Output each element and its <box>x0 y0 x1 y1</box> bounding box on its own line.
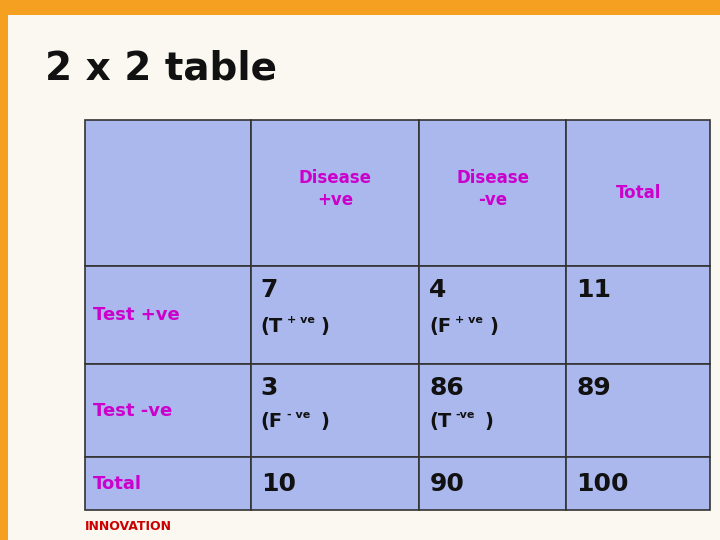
Text: 2 x 2 table: 2 x 2 table <box>45 50 277 88</box>
Bar <box>0 0 720 15</box>
Bar <box>0 0 8 540</box>
Text: 10: 10 <box>261 471 296 496</box>
Text: ): ) <box>490 317 498 336</box>
Bar <box>566 120 710 266</box>
Bar <box>251 457 419 510</box>
Text: (T: (T <box>261 317 283 336</box>
Text: Test -ve: Test -ve <box>93 402 172 420</box>
Text: Test +ve: Test +ve <box>93 306 180 324</box>
Text: 86: 86 <box>429 376 464 400</box>
Text: Total: Total <box>616 184 661 202</box>
Bar <box>566 266 710 364</box>
Text: ): ) <box>320 412 330 431</box>
Bar <box>566 364 710 457</box>
Text: ): ) <box>485 412 493 431</box>
Bar <box>419 266 566 364</box>
Text: + ve: + ve <box>455 315 483 325</box>
Text: 4: 4 <box>429 278 446 302</box>
Text: 90: 90 <box>429 471 464 496</box>
Text: 7: 7 <box>261 278 278 302</box>
Bar <box>85 364 251 457</box>
Bar <box>419 120 566 266</box>
Text: (F: (F <box>429 317 451 336</box>
Bar <box>419 457 566 510</box>
Bar <box>85 120 251 266</box>
Text: + ve: + ve <box>287 315 315 325</box>
Text: -ve: -ve <box>455 410 474 420</box>
Bar <box>251 266 419 364</box>
Text: Disease
+ve: Disease +ve <box>299 169 372 209</box>
Text: 100: 100 <box>576 471 629 496</box>
Bar <box>566 457 710 510</box>
Bar <box>251 120 419 266</box>
Text: INNOVATION: INNOVATION <box>85 519 172 532</box>
Bar <box>251 364 419 457</box>
Text: 11: 11 <box>576 278 611 302</box>
Text: (F: (F <box>261 412 283 431</box>
Text: Total: Total <box>93 475 142 492</box>
Text: Disease
-ve: Disease -ve <box>456 169 529 209</box>
Text: ): ) <box>320 317 330 336</box>
Bar <box>85 266 251 364</box>
Bar <box>85 457 251 510</box>
Text: - ve: - ve <box>287 410 310 420</box>
Bar <box>419 364 566 457</box>
Text: 89: 89 <box>576 376 611 400</box>
Text: 3: 3 <box>261 376 278 400</box>
Text: (T: (T <box>429 412 451 431</box>
